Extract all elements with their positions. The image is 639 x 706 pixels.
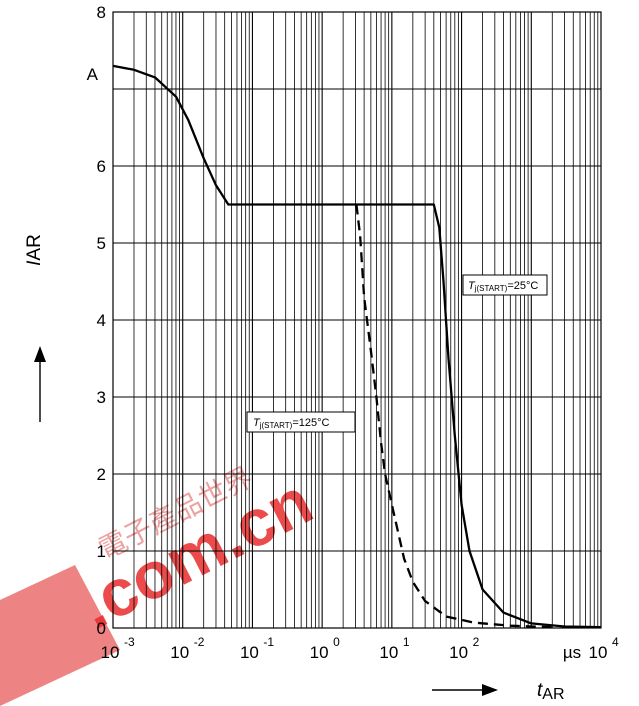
y-axis-title-main: I — [24, 260, 45, 266]
y-tick-label: 4 — [97, 311, 106, 330]
x-tick-label: 10 0 — [310, 635, 340, 662]
series-line-25c — [112, 64, 602, 629]
y-tick-label: 1 — [97, 542, 106, 561]
x-tick-label: 10 -1 — [240, 635, 274, 662]
x-tick-label: 10 -3 — [101, 635, 135, 662]
svg-text:IAR: IAR — [24, 234, 45, 266]
y-axis-title-sub: AR — [24, 234, 45, 260]
annotation-25c-sub: j(START) — [474, 284, 508, 293]
y-tick-label: 8 — [97, 3, 106, 22]
annotation-125c-main: T — [253, 417, 261, 429]
x-axis-title-sub: AR — [542, 686, 564, 703]
y-tick-label: 6 — [97, 157, 106, 176]
x-tick-base: 10 — [310, 643, 329, 662]
x-tick-exponent: -2 — [194, 635, 205, 649]
annotation-125c-sub: j(START) — [259, 421, 293, 430]
series-layer — [112, 64, 602, 629]
x-tick-base: 10 — [379, 643, 398, 662]
x-axis-title: tAR — [537, 680, 565, 703]
x-tick-label: 10 1 — [379, 635, 409, 662]
x-tick-exponent: 1 — [403, 635, 410, 649]
x-tick-exponent: 4 — [612, 635, 619, 649]
annotation-25c-main: T — [468, 280, 476, 292]
x-tick-base: 10 — [170, 643, 189, 662]
x-tick-exponent: 2 — [473, 635, 480, 649]
y-tick-label: 2 — [97, 465, 106, 484]
y-axis-arrow — [34, 346, 46, 422]
annotation-25c: Tj(START)=25°C — [462, 274, 548, 296]
annotation-125c-rest: =125°C — [292, 417, 329, 429]
svg-text:Tj(START)=25°C: Tj(START)=25°C — [468, 280, 538, 293]
x-tick-exponent: -3 — [124, 635, 135, 649]
x-tick-base: 10 — [240, 643, 259, 662]
y-tick-label: 0 — [97, 619, 106, 638]
x-tick-label: 10 -2 — [170, 635, 204, 662]
x-tick-exponent: 0 — [333, 635, 340, 649]
x-tick-label: 10 4 — [589, 635, 619, 662]
plot-frame — [112, 11, 602, 629]
y-unit-label: A — [87, 65, 99, 84]
series-line-125c — [355, 204, 553, 629]
svg-text:Tj(START)=125°C: Tj(START)=125°C — [253, 417, 330, 430]
tick-labels: 0 1 2 3 4 5 6 8 10 -3 10 -2 10 -1 10 0 10 1 10 2 10 4 — [97, 3, 619, 662]
y-tick-label: 3 — [97, 388, 106, 407]
x-axis-arrow — [432, 684, 498, 696]
y-axis-title: IAR — [24, 234, 45, 266]
x-unit-label: µs — [563, 643, 581, 662]
annotation-25c-rest: =25°C — [507, 280, 538, 292]
x-tick-exponent: -1 — [263, 635, 274, 649]
svg-text:tAR: tAR — [537, 680, 565, 703]
grid — [113, 12, 601, 628]
y-tick-label: 5 — [97, 234, 106, 253]
x-tick-base: 10 — [589, 643, 608, 662]
x-tick-base: 10 — [101, 643, 120, 662]
x-axis-title-main: t — [537, 680, 543, 701]
annotation-125c: Tj(START)=125°C — [246, 411, 356, 433]
x-tick-base: 10 — [449, 643, 468, 662]
x-tick-label: 10 2 — [449, 635, 479, 662]
